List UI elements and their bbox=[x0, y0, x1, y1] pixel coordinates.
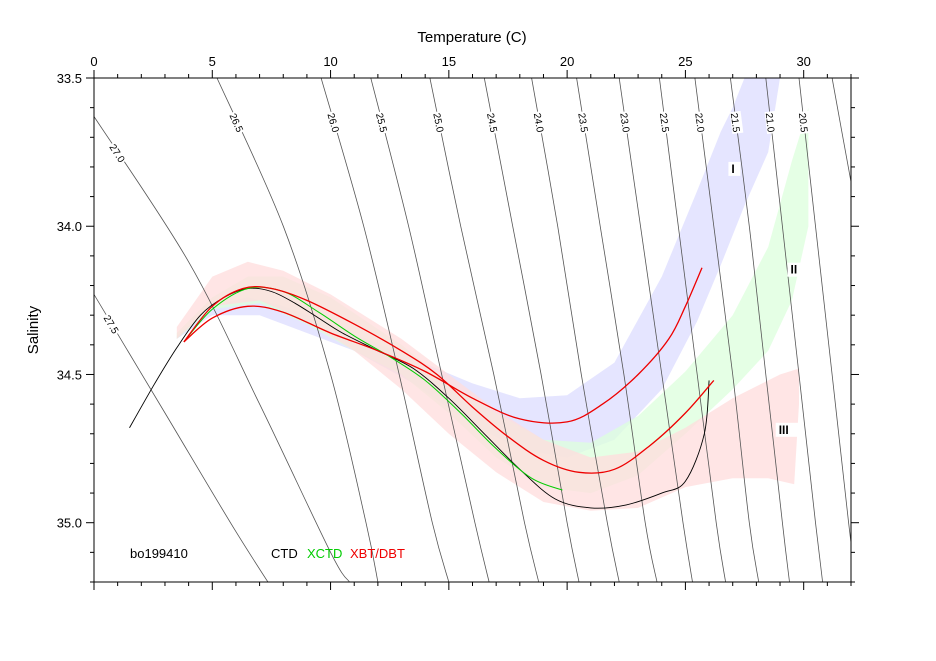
isopycnal-label-group: 25.0 bbox=[430, 110, 448, 135]
isopycnal-label-group: 20.5 bbox=[796, 110, 812, 134]
legend-ctd: CTD bbox=[271, 546, 298, 561]
isopycnal-label-group: 26.0 bbox=[324, 110, 343, 135]
isopycnal-20-5 bbox=[798, 78, 851, 547]
series-xctd bbox=[183, 286, 563, 491]
isopycnal-label-group: 24.5 bbox=[484, 110, 501, 135]
bands-layer bbox=[176, 78, 809, 511]
y-tick-label: 33.5 bbox=[57, 71, 82, 86]
isopycnal-22-5 bbox=[659, 78, 726, 582]
isopycnal-label: 21.0 bbox=[763, 112, 776, 133]
isopycnal-label-group: 22.0 bbox=[692, 110, 708, 135]
isopycnal-label: 24.5 bbox=[484, 112, 499, 134]
y-axis-title: Salinity bbox=[25, 305, 42, 354]
x-axis-title: Temperature (C) bbox=[417, 29, 526, 46]
isopycnal-label-group: 25.5 bbox=[373, 110, 391, 135]
isopycnal-label: 23.0 bbox=[617, 112, 631, 133]
y-tick-label: 34.0 bbox=[57, 219, 82, 234]
isopycnal-label: 23.5 bbox=[575, 112, 589, 133]
series-ctd bbox=[129, 287, 710, 509]
isopycnal-24-0 bbox=[531, 78, 620, 582]
isopycnal-label-bg bbox=[326, 110, 343, 135]
isopycnal-label-bg bbox=[101, 311, 123, 337]
region-label-iii: III bbox=[779, 423, 789, 437]
isopycnal-24-5 bbox=[483, 78, 580, 582]
isopycnal-label: 25.5 bbox=[373, 112, 389, 134]
isopycnal-25-5 bbox=[370, 78, 490, 582]
isopycnal-label-bg bbox=[658, 110, 673, 135]
isopycnal-label-bg bbox=[374, 110, 391, 135]
x-tick-label: 10 bbox=[323, 54, 337, 69]
series-layer bbox=[129, 267, 715, 509]
isopycnal-label-group: 21.0 bbox=[763, 110, 778, 134]
isopycnal-25-0 bbox=[429, 78, 540, 582]
y-tick-label: 34.5 bbox=[57, 367, 82, 382]
isopycnal-label-bg bbox=[485, 110, 501, 135]
isopycnal-label-group: 23.0 bbox=[617, 110, 634, 135]
region-label-ii: II bbox=[791, 263, 798, 277]
isopycnal-27-0 bbox=[94, 116, 350, 582]
region-label-bg-i bbox=[728, 161, 741, 176]
isopycnal-label-group: 21.5 bbox=[728, 110, 744, 135]
isopycnal-label-group: 26.5 bbox=[227, 110, 247, 135]
isopycnal-label-bg bbox=[694, 110, 708, 135]
isopycnal-label-bg bbox=[729, 110, 744, 135]
y-tick-label: 35.0 bbox=[57, 516, 82, 531]
x-tick-label: 15 bbox=[442, 54, 456, 69]
isopycnal-label-group: 27.0 bbox=[107, 140, 129, 165]
axes-layer: 0 5 10 15 20 25 30 33.5 34.0 34.5 35.0 bbox=[57, 54, 859, 590]
isopycnal-label-group: 22.5 bbox=[657, 110, 673, 135]
isopycnal-label-group: 23.5 bbox=[575, 110, 592, 135]
isopycnal-label-bg bbox=[764, 110, 778, 134]
isopycnal-label: 21.5 bbox=[728, 112, 741, 133]
region-label-i: I bbox=[731, 162, 734, 176]
isopycnal-label-bg bbox=[577, 110, 592, 135]
region-label-bg-ii bbox=[787, 262, 806, 277]
isopycnal-label-bg bbox=[532, 110, 548, 135]
x-tick-label: 0 bbox=[90, 54, 97, 69]
band-i bbox=[176, 78, 781, 458]
region-label-bg-iii bbox=[775, 422, 800, 437]
isopycnal-23-5 bbox=[576, 78, 658, 582]
station-label: bo199410 bbox=[130, 546, 188, 561]
x-tick-label: 5 bbox=[209, 54, 216, 69]
isopycnal-label-bg bbox=[431, 110, 448, 135]
isopycnal-edge bbox=[831, 78, 851, 182]
legend-xctd: XCTD bbox=[307, 546, 342, 561]
isopycnal-label-bg bbox=[227, 110, 247, 135]
isopycnal-label-bg bbox=[107, 140, 129, 165]
x-tick-label: 25 bbox=[678, 54, 692, 69]
isopycnal-22-0 bbox=[694, 78, 760, 582]
isopycnal-label-bg bbox=[797, 110, 812, 134]
isopycnal-23-0 bbox=[618, 78, 693, 582]
isopycnal-label-bg bbox=[619, 110, 634, 135]
legend-xbt-dbt: XBT/DBT bbox=[350, 546, 405, 561]
legend: CTD XCTD XBT/DBT bbox=[271, 546, 405, 561]
band-iii bbox=[176, 261, 800, 511]
isopycnals-layer bbox=[94, 78, 851, 582]
isopycnal-label: 20.5 bbox=[796, 112, 809, 133]
isopycnal-label-group: 24.0 bbox=[531, 110, 548, 135]
series-xbt-dbt-lower bbox=[183, 267, 703, 424]
isopycnal-21-0 bbox=[765, 78, 823, 582]
isopycnal-27-5 bbox=[94, 294, 269, 582]
series-xbt-dbt-upper bbox=[183, 285, 715, 474]
isopycnal-label: 24.0 bbox=[531, 112, 545, 134]
isopycnal-26-5 bbox=[216, 78, 379, 582]
isopycnal-label: 26.0 bbox=[324, 112, 340, 134]
isopycnal-label-group: 27.5 bbox=[101, 311, 123, 337]
isopycnal-label: 22.0 bbox=[692, 112, 705, 133]
x-tick-label: 20 bbox=[560, 54, 574, 69]
isopycnal-21-5 bbox=[730, 78, 790, 582]
isopycnal-label: 22.5 bbox=[657, 112, 670, 133]
x-tick-label: 30 bbox=[796, 54, 810, 69]
isopycnal-label: 25.0 bbox=[430, 112, 445, 134]
